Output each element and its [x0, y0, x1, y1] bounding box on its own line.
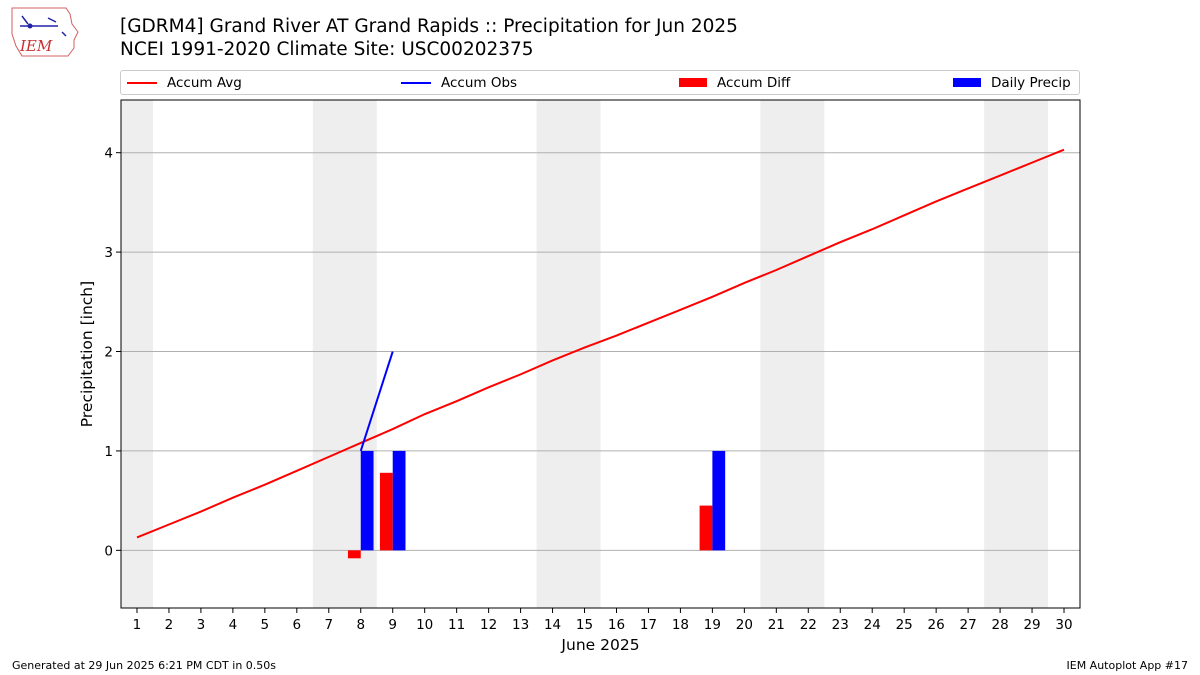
- x-tick-label-12: 12: [480, 617, 497, 633]
- chart-legend: Accum Avg Accum Obs Accum Diff Daily Pre…: [120, 70, 1080, 95]
- x-tick-label-16: 16: [608, 617, 625, 633]
- x-tick-label-8: 8: [356, 617, 365, 633]
- x-tick-label-2: 2: [165, 617, 174, 633]
- x-tick-label-7: 7: [324, 617, 333, 633]
- weekend-band-0: [121, 100, 153, 608]
- x-axis-label: June 2025: [560, 636, 639, 654]
- legend-item-accum-avg: Accum Avg: [127, 71, 242, 94]
- x-tick-label-27: 27: [960, 617, 977, 633]
- plot-frame: [120, 99, 1081, 609]
- x-tick-label-6: 6: [293, 617, 302, 633]
- y-axis-label: Precipitation [inch]: [78, 281, 96, 427]
- legend-item-daily-precip: Daily Precip: [953, 71, 1071, 94]
- generated-footer: Generated at 29 Jun 2025 6:21 PM CDT in …: [12, 659, 277, 672]
- legend-label-accum-avg: Accum Avg: [167, 74, 242, 91]
- legend-item-accum-obs: Accum Obs: [401, 71, 517, 94]
- legend-label-accum-diff: Accum Diff: [717, 74, 791, 91]
- app-footer: IEM Autoplot App #17: [1066, 659, 1189, 672]
- x-tick-label-3: 3: [197, 617, 206, 633]
- line-accum-obs: [359, 351, 394, 452]
- x-tick-label-25: 25: [896, 617, 913, 633]
- weekend-band-3: [760, 100, 825, 608]
- legend-label-daily-precip: Daily Precip: [991, 74, 1071, 91]
- y-tick-label-1: 1: [104, 444, 113, 460]
- y-tick-label-3: 3: [104, 245, 113, 261]
- y-tick-label-0: 0: [104, 543, 113, 559]
- bars: [347, 450, 726, 559]
- x-tick-label-11: 11: [448, 617, 465, 633]
- legend-label-accum-obs: Accum Obs: [441, 74, 518, 91]
- legend-swatch-accum-obs: [401, 81, 431, 84]
- chart-subtitle: NCEI 1991-2020 Climate Site: USC00202375: [120, 39, 534, 60]
- x-tick-label-1: 1: [133, 617, 142, 633]
- x-tick-label-5: 5: [261, 617, 270, 633]
- series-lines: [136, 148, 1065, 539]
- bar-accum-diff-9: [379, 472, 393, 551]
- x-tick-label-18: 18: [672, 617, 689, 633]
- x-tick-label-13: 13: [512, 617, 529, 633]
- weekend-shading: [121, 100, 1049, 608]
- bar-daily-precip-9: [392, 450, 406, 551]
- x-tick-label-10: 10: [416, 617, 433, 633]
- x-tick-label-20: 20: [736, 617, 753, 633]
- x-tick-label-21: 21: [768, 617, 785, 633]
- y-tick-label-4: 4: [104, 146, 113, 162]
- x-axis-ticks: 1 2 3 4 5 6 7 8 9 10 11 12 13 14 15 16 17 18 19 20 21 22 23 24 2…: [133, 608, 1073, 633]
- x-tick-label-4: 4: [229, 617, 238, 633]
- legend-swatch-accum-diff: [679, 78, 707, 87]
- x-tick-label-30: 30: [1055, 617, 1072, 633]
- x-tick-label-26: 26: [928, 617, 945, 633]
- x-tick-label-23: 23: [832, 617, 849, 633]
- line-accum-avg: [136, 148, 1065, 539]
- svg-text:IEM: IEM: [19, 37, 53, 55]
- x-tick-label-19: 19: [704, 617, 721, 633]
- x-tick-label-28: 28: [991, 617, 1008, 633]
- chart-title: [GDRM4] Grand River AT Grand Rapids :: P…: [120, 16, 738, 37]
- legend-swatch-daily-precip: [953, 78, 981, 87]
- y-axis-ticks: 0 1 2 3 4: [104, 146, 121, 559]
- x-tick-label-29: 29: [1023, 617, 1040, 633]
- bar-daily-precip-8: [360, 450, 374, 551]
- bar-accum-diff-19: [699, 505, 713, 551]
- x-tick-label-22: 22: [800, 617, 817, 633]
- weekend-band-4: [984, 100, 1049, 608]
- x-tick-label-15: 15: [576, 617, 593, 633]
- x-tick-label-9: 9: [388, 617, 397, 633]
- y-tick-label-2: 2: [104, 345, 113, 361]
- x-tick-label-14: 14: [544, 617, 561, 633]
- bar-accum-diff-8: [347, 550, 361, 559]
- legend-item-accum-diff: Accum Diff: [679, 71, 790, 94]
- iem-logo: IEM: [11, 7, 79, 57]
- x-tick-label-17: 17: [640, 617, 657, 633]
- x-tick-label-24: 24: [864, 617, 881, 633]
- bar-daily-precip-19: [712, 450, 726, 551]
- legend-swatch-accum-avg: [127, 81, 157, 84]
- y-gridlines: [121, 152, 1080, 551]
